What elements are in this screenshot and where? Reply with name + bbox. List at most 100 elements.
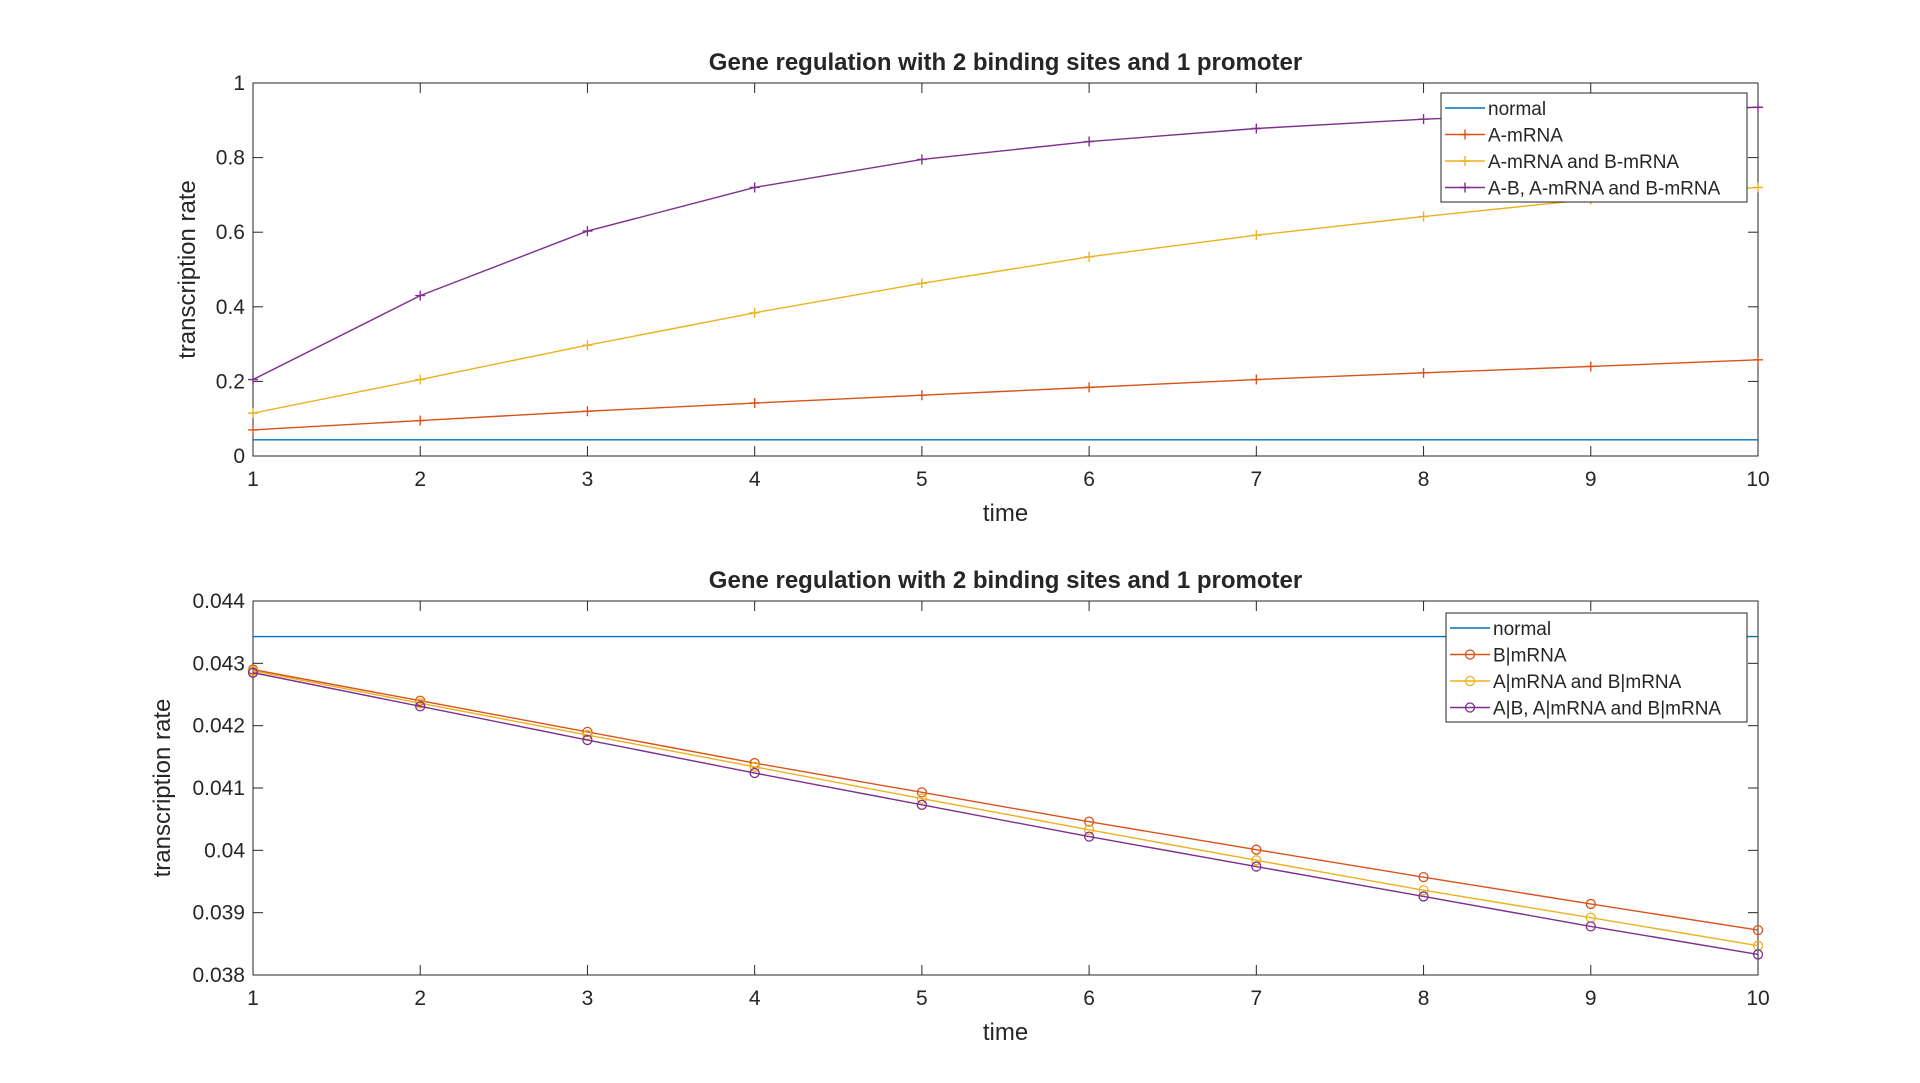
x-axis-label: time: [983, 500, 1028, 527]
data-point: [1251, 230, 1262, 241]
data-point: [749, 182, 760, 193]
data-point: [1251, 123, 1262, 134]
chart-title: Gene regulation with 2 binding sites and…: [709, 567, 1302, 594]
data-point: [248, 408, 258, 419]
x-tick-label: 3: [582, 468, 594, 491]
data-point: [1585, 898, 1596, 910]
data-point: [749, 761, 760, 772]
series-3: [247, 665, 1764, 951]
y-axis-label: transcription rate: [174, 180, 201, 359]
data-point: [1084, 382, 1095, 393]
x-tick-label: 10: [1746, 987, 1769, 1010]
legend-swatch-marker: [1460, 129, 1470, 140]
data-point: [1585, 921, 1596, 932]
y-tick-label: 0.04: [204, 839, 245, 862]
legend-entry: normal: [1493, 619, 1551, 640]
legend-swatch-marker: [1460, 182, 1470, 193]
x-tick-label: 10: [1746, 468, 1769, 491]
x-tick-label: 4: [749, 468, 761, 491]
x-tick-label: 5: [916, 468, 928, 491]
y-tick-label: 0: [233, 445, 245, 468]
data-point: [582, 406, 593, 417]
data-point: [749, 757, 760, 769]
x-tick-label: 7: [1250, 468, 1262, 491]
x-tick-label: 8: [1418, 987, 1430, 1010]
data-point: [1084, 136, 1095, 147]
data-point: [1418, 211, 1429, 222]
data-point: [1752, 924, 1764, 936]
data-point: [415, 701, 426, 712]
data-point: [916, 799, 928, 810]
y-tick-label: 0.042: [192, 715, 245, 738]
x-tick-label: 9: [1585, 468, 1597, 491]
data-point: [1753, 354, 1763, 365]
data-point: [248, 424, 258, 435]
data-point: [1418, 885, 1429, 896]
series-2: [247, 664, 1764, 936]
legend-box: [1440, 92, 1748, 203]
data-point: [582, 726, 593, 738]
y-tick-label: 0.2: [216, 370, 245, 393]
data-point: [916, 278, 927, 289]
data-point: [1753, 102, 1763, 113]
legend-entry: normal: [1488, 99, 1546, 120]
data-point: [1251, 855, 1262, 866]
x-axis-label: time: [983, 1019, 1028, 1046]
data-point: [916, 390, 927, 401]
data-point: [582, 734, 593, 746]
legend-box: [1445, 612, 1748, 723]
chart-title: Gene regulation with 2 binding sites and…: [709, 49, 1302, 76]
series-line: [252, 186, 1759, 414]
legend-swatch-marker: [1464, 702, 1476, 713]
y-tick-label: 0.041: [192, 777, 245, 800]
legend-entry: A|mRNA and B|mRNA: [1493, 672, 1682, 693]
data-point: [916, 154, 927, 165]
series-line: [252, 668, 1759, 931]
data-point: [1585, 361, 1596, 372]
data-point: [1083, 816, 1095, 827]
data-point: [1083, 824, 1095, 835]
legend: normal A-mRNA A-mRNA and B-mRNA A-B, A-mRNA…: [1440, 92, 1748, 203]
x-tick-label: 8: [1418, 468, 1430, 491]
data-point: [1418, 114, 1429, 125]
data-point: [749, 767, 760, 779]
y-tick-label: 1: [233, 72, 245, 95]
data-point: [916, 793, 928, 804]
x-tick-label: 2: [414, 987, 426, 1010]
x-tick-label: 5: [916, 987, 928, 1010]
data-point: [1251, 374, 1262, 385]
data-point: [1251, 861, 1262, 872]
legend-entry: A|B, A|mRNA and B|mRNA: [1493, 699, 1721, 720]
x-tick-label: 6: [1083, 468, 1095, 491]
x-tick-label: 3: [582, 987, 594, 1010]
series-4: [247, 667, 1764, 960]
data-point: [1752, 949, 1764, 960]
y-axis-label: transcription rate: [149, 699, 176, 878]
y-tick-label: 0.039: [192, 902, 245, 925]
legend: normal B|mRNA A|mRNA and B|mRNA A|B, A|mRNA…: [1445, 612, 1748, 723]
data-point: [247, 667, 259, 678]
data-point: [582, 226, 593, 237]
x-tick-label: 1: [247, 468, 259, 491]
legend-entry: A-B, A-mRNA and B-mRNA: [1488, 179, 1721, 200]
x-tick-label: 7: [1250, 987, 1262, 1010]
x-tick-label: 9: [1585, 987, 1597, 1010]
y-tick-label: 0.4: [216, 296, 246, 319]
data-point: [1753, 182, 1763, 193]
series-line: [252, 671, 1759, 956]
y-tick-label: 0.038: [192, 964, 245, 987]
data-point: [1418, 367, 1429, 378]
series-line: [252, 359, 1759, 431]
x-tick-label: 4: [749, 987, 761, 1010]
x-tick-label: 6: [1083, 987, 1095, 1010]
series-2: [248, 354, 1763, 435]
data-point: [248, 374, 258, 385]
data-point: [1251, 844, 1262, 855]
x-tick-label: 2: [414, 468, 426, 491]
y-tick-label: 0.044: [192, 590, 245, 613]
x-tick-label: 1: [247, 987, 259, 1010]
series-line: [252, 670, 1759, 947]
y-tick-label: 0.043: [192, 652, 245, 675]
data-point: [1418, 871, 1429, 883]
